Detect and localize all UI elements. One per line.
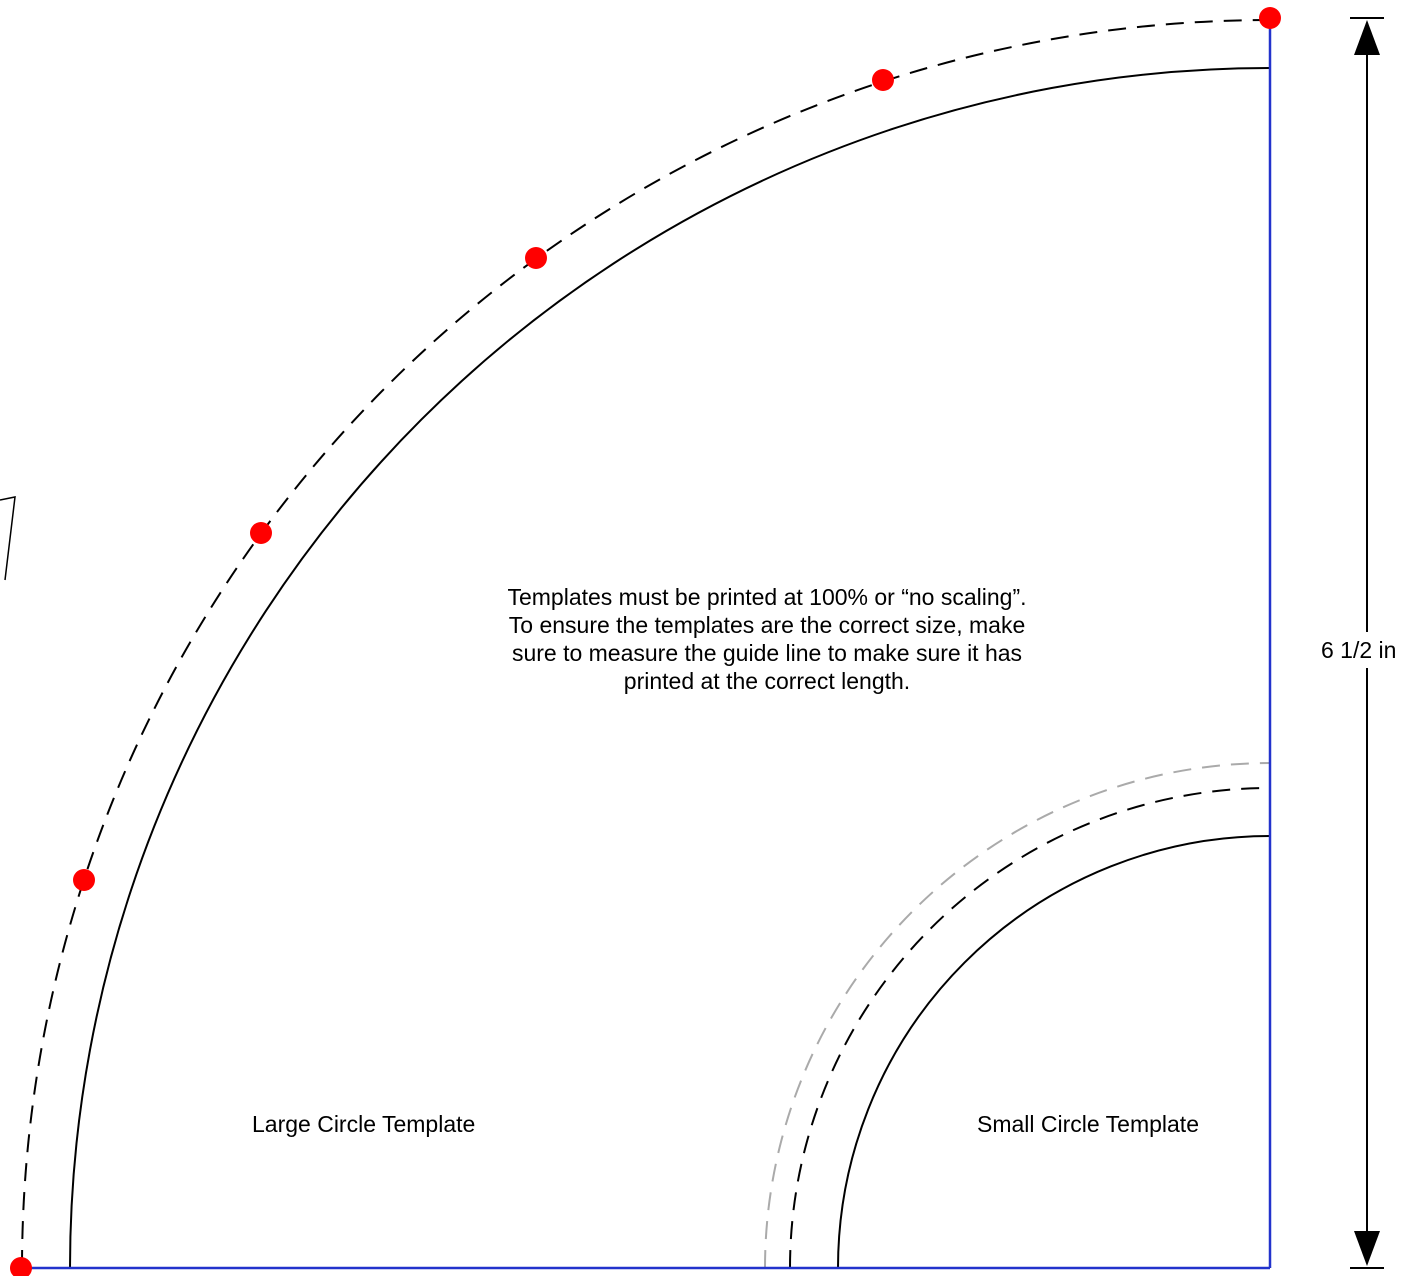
small-circle-label: Small Circle Template: [977, 1111, 1199, 1137]
instruction-line: printed at the correct length.: [623, 668, 911, 694]
marker-dot: [1259, 7, 1281, 29]
small-circle-grey-dashed-arc: [764, 762, 1271, 1269]
large-circle-solid-arc: [69, 67, 1271, 1269]
dimension-label: 6 1/2 in: [1321, 632, 1397, 668]
marker-dot: [73, 869, 95, 891]
marker-dot: [872, 69, 894, 91]
printing-instructions: Templates must be printed at 100% or “no…: [442, 583, 1092, 695]
dimension-arrowhead-up: [1354, 20, 1380, 55]
marker-dot: [250, 522, 272, 544]
partial-shape-edge: [0, 496, 16, 581]
small-circle-dashed-arc: [789, 787, 1271, 1269]
instruction-line: sure to measure the guide line to make s…: [511, 640, 1023, 666]
dimension-arrowhead-down: [1354, 1231, 1380, 1266]
instruction-line: Templates must be printed at 100% or “no…: [507, 584, 1027, 610]
marker-dot: [10, 1257, 32, 1276]
instruction-line: To ensure the templates are the correct …: [508, 612, 1026, 638]
small-circle-solid-arc: [837, 835, 1271, 1269]
large-circle-label: Large Circle Template: [252, 1111, 476, 1137]
marker-dot: [525, 247, 547, 269]
large-circle-dashed-arc: [21, 19, 1271, 1269]
